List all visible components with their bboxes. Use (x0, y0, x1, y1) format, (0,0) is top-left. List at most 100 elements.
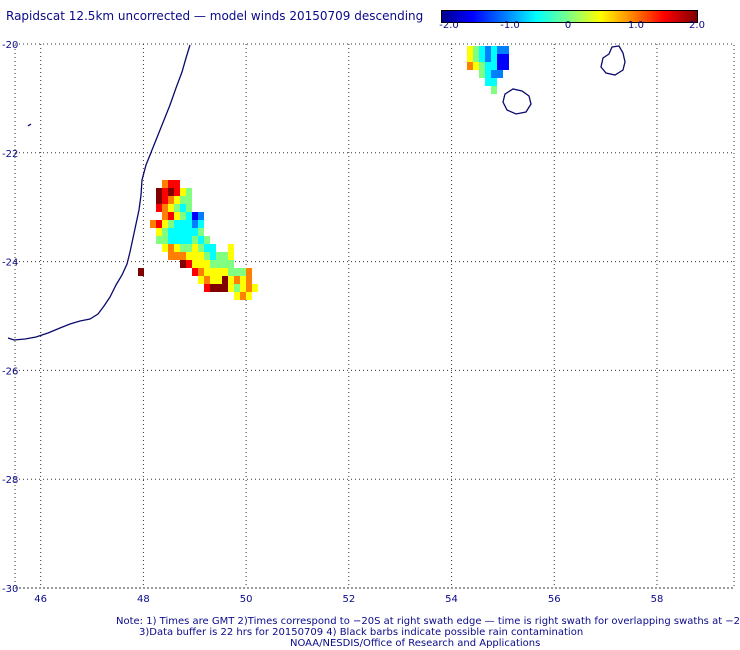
wind-cell (162, 220, 168, 228)
wind-cell (186, 196, 192, 204)
wind-cell (234, 284, 240, 292)
wind-cell (156, 236, 162, 244)
footnote-credit: NOAA/NESDIS/Office of Research and Appli… (290, 638, 541, 649)
wind-cell (156, 220, 162, 228)
madagascar-coastline (7, 44, 191, 341)
wind-cell (186, 204, 192, 212)
wind-cell (174, 244, 180, 252)
wind-cell (186, 260, 192, 268)
wind-cell (222, 284, 228, 292)
wind-cell (168, 196, 174, 204)
wind-cell (180, 212, 186, 220)
colorbar (441, 10, 698, 23)
mauritius-island (600, 45, 626, 76)
wind-cell (210, 276, 216, 284)
wind-cell (467, 62, 473, 70)
wind-cell (168, 180, 174, 188)
wind-cell (180, 236, 186, 244)
footnote-line-2: 3)Data buffer is 22 hrs for 20150709 4) … (139, 627, 584, 638)
wind-cell (473, 54, 479, 62)
wind-cell (216, 260, 222, 268)
wind-cell (228, 276, 234, 284)
wind-cell (479, 54, 485, 62)
wind-cell (204, 260, 210, 268)
small-islet (27, 123, 32, 127)
wind-cell (168, 252, 174, 260)
wind-cell (174, 180, 180, 188)
wind-cell (198, 228, 204, 236)
wind-cell (252, 284, 258, 292)
wind-cell (180, 252, 186, 260)
wind-cell (186, 220, 192, 228)
wind-cell (228, 284, 234, 292)
wind-cell (180, 244, 186, 252)
lon-tick-label: 54 (445, 594, 458, 605)
wind-cell (168, 212, 174, 220)
wind-cell (204, 236, 210, 244)
wind-cell (222, 252, 228, 260)
map-border (14, 43, 735, 589)
wind-cell (174, 196, 180, 204)
wind-cell (210, 268, 216, 276)
lat-tick-label: -26 (2, 366, 18, 377)
wind-cell (467, 46, 473, 54)
wind-cell (228, 252, 234, 260)
wind-cell (503, 46, 509, 54)
wind-cell (246, 284, 252, 292)
lat-tick-label: -20 (2, 40, 18, 51)
wind-cell (222, 260, 228, 268)
wind-cell (174, 236, 180, 244)
wind-cell (246, 292, 252, 300)
wind-cell (198, 260, 204, 268)
wind-cell (228, 244, 234, 252)
wind-cell (491, 54, 497, 62)
colorbar-label: -1.0 (500, 20, 520, 31)
wind-cell (174, 252, 180, 260)
wind-cell (222, 268, 228, 276)
wind-cell (192, 260, 198, 268)
wind-cell (204, 244, 210, 252)
wind-cell (162, 204, 168, 212)
wind-cell (174, 204, 180, 212)
footnote-line-1: Note: 1) Times are GMT 2)Times correspon… (116, 616, 740, 627)
wind-cell (204, 268, 210, 276)
wind-cell (198, 244, 204, 252)
wind-cell (192, 244, 198, 252)
wind-cell (186, 244, 192, 252)
wind-cell (198, 212, 204, 220)
wind-cell (222, 276, 228, 284)
wind-cell (491, 86, 497, 94)
wind-cell (473, 62, 479, 70)
wind-cell (485, 70, 491, 78)
wind-cell (497, 54, 503, 62)
wind-cell (497, 70, 503, 78)
wind-cell (240, 268, 246, 276)
wind-cell (216, 284, 222, 292)
wind-cell (210, 244, 216, 252)
lat-tick-label: -28 (2, 475, 18, 486)
wind-cell (192, 212, 198, 220)
wind-cell (162, 228, 168, 236)
wind-cell (198, 268, 204, 276)
wind-cell (192, 220, 198, 228)
wind-cell (240, 284, 246, 292)
wind-cell (174, 212, 180, 220)
wind-cell (228, 260, 234, 268)
wind-cell (240, 292, 246, 300)
wind-cell (192, 252, 198, 260)
wind-cell (174, 228, 180, 236)
wind-cell (174, 220, 180, 228)
wind-cell (168, 228, 174, 236)
wind-cell (467, 54, 473, 62)
wind-difference-cells (138, 46, 509, 300)
wind-cell (491, 46, 497, 54)
wind-cell (150, 220, 156, 228)
wind-cell (174, 188, 180, 196)
wind-cell (192, 236, 198, 244)
wind-cell (168, 220, 174, 228)
wind-cell (216, 276, 222, 284)
wind-cell (485, 78, 491, 86)
wind-cell (228, 268, 234, 276)
wind-cell (162, 196, 168, 204)
wind-cell (168, 244, 174, 252)
